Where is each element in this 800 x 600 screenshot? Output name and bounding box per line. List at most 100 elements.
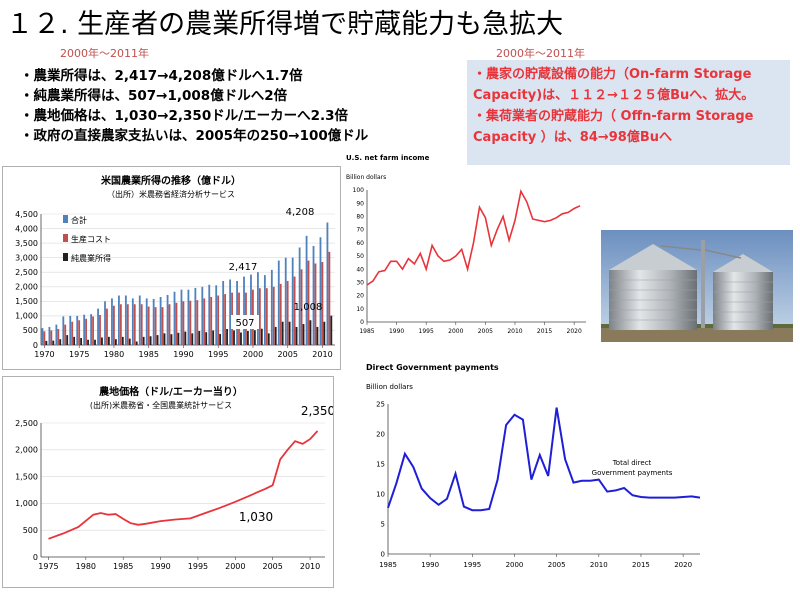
land-chart-x-tick-label: 1995 [188,562,208,571]
gov-chart-y-tick-label: 15 [376,460,385,468]
annotation-507: 507 [235,318,254,329]
bar-total [291,257,294,345]
bar-total [83,314,86,345]
bar-net [253,330,256,345]
bar-net [302,324,305,345]
bar-total [90,314,93,345]
land-chart-x-tick-label: 1985 [113,562,133,571]
net-chart-x-tick-label: 1995 [419,328,434,335]
bar-total [62,316,65,345]
legend-label-total: 合計 [71,215,87,225]
farm-income-bar-chart: 米国農業所得の推移（億ドル） （出所）米農務省経済分析サービス 0 500 1,00… [15,174,335,359]
bar-net [80,338,83,345]
bar-chart-title: 米国農業所得の推移（億ドル） [101,174,241,187]
bar-total [263,275,266,345]
gov-chart-x-tick-label: 1990 [421,561,439,569]
bar-chart-x-tick-label: 1985 [139,350,159,359]
net-chart-y-tick-label: 70 [356,227,364,234]
bar-net [177,332,180,345]
bar-net [198,331,201,345]
bar-total [250,274,252,345]
land-chart-y-tick-label: 500 [23,526,38,535]
gov-chart-y-tick-label: 0 [381,550,385,558]
bar-chart-y-tick-label: 2,000 [15,283,38,292]
bar-chart-x-tick-label: 1995 [208,350,228,359]
bar-cost [321,262,324,345]
bar-net [295,326,298,345]
gov-chart-y-tick-label: 25 [376,400,385,408]
bar-cost [113,305,115,345]
bar-cost [328,251,331,345]
bullet-item: ・農地価格は、1,030→2,350ドル/エーカーへ2.3倍 [20,108,349,124]
bar-total [159,296,162,345]
bar-net [156,335,159,345]
bar-total [284,257,287,345]
bar-net [219,333,222,345]
bar-total [118,295,120,345]
bar-total [277,260,280,345]
bar-total [243,276,245,345]
bar-net [240,332,242,345]
bar-chart-y-tick-label: 0 [33,341,38,350]
bar-chart-y-tick-label: 4,500 [15,210,38,219]
gov-chart-x-tick-label: 1985 [379,561,397,569]
bar-chart-x-tick-label: 2005 [278,350,298,359]
bar-net [121,336,124,345]
bar-cost [307,260,310,345]
net-income-line [366,189,581,286]
bar-cost [258,288,261,345]
legend-swatch-total [63,215,68,223]
bar-total [326,222,329,345]
gov-legend-line2: Government payments [592,469,673,477]
bar-net [212,330,215,345]
annotation-bg [231,315,259,329]
land-chart-x-tick-label: 1980 [76,562,96,571]
bar-total [97,308,99,345]
bar-net [247,331,249,345]
bar-total [257,272,259,345]
bar-total [76,315,79,345]
bar-total [312,246,315,345]
net-chart-y-tick-label: 90 [356,200,364,207]
gov-chart-ylabel: Billion dollars [366,383,413,391]
bar-cost [92,316,94,345]
gov-chart-title: Direct Government payments [366,363,499,372]
legend-swatch-cost [63,234,68,242]
bar-total [305,235,308,345]
bar-net [101,337,103,345]
land-price-line [48,430,319,540]
land-price-line-chart: 農地価格（ドル/エーカー当り） (出所)米農務省・全国農業統計サービス 0 500… [15,385,335,571]
bar-chart-y-tick-label: 500 [23,326,38,335]
bar-net [267,333,270,345]
bar-total [229,279,232,345]
net-chart-x-tick-label: 1985 [359,328,374,335]
bar-net [128,338,131,345]
land-chart-x-tick-label: 1990 [150,562,170,571]
bar-total [298,247,301,345]
net-chart-y-tick-label: 60 [356,240,364,247]
bar-net [281,321,284,345]
bar-cost [71,321,74,345]
bar-net [191,333,194,345]
bar-total [152,299,155,345]
bar-total [131,298,134,345]
bar-net [163,333,166,345]
bar-cost [265,288,268,345]
bar-cost [182,301,185,345]
bar-total [124,295,127,345]
net-chart-y-tick-label: 0 [360,319,364,326]
bar-total [215,285,218,345]
gov-chart-x-tick-label: 2020 [674,561,692,569]
bar-cost [210,296,213,345]
bar-cost [133,304,136,345]
land-chart-y-tick-label: 2,000 [15,446,38,455]
bar-cost [168,304,171,345]
land-chart-title: 農地価格（ドル/エーカー当り） [99,385,243,398]
bar-chart-y-tick-label: 4,000 [15,224,38,233]
bar-cost [154,307,157,345]
period-label-right: 2000年～2011年 [496,47,585,60]
legend-label-net: 純農業所得 [71,253,111,263]
bar-chart-x-tick-label: 2000 [243,350,263,359]
bar-cost [119,304,122,345]
land-price-chart-panel: 農地価格（ドル/エーカー当り） (出所)米農務省・全国農業統計サービス 0 500… [2,376,335,588]
